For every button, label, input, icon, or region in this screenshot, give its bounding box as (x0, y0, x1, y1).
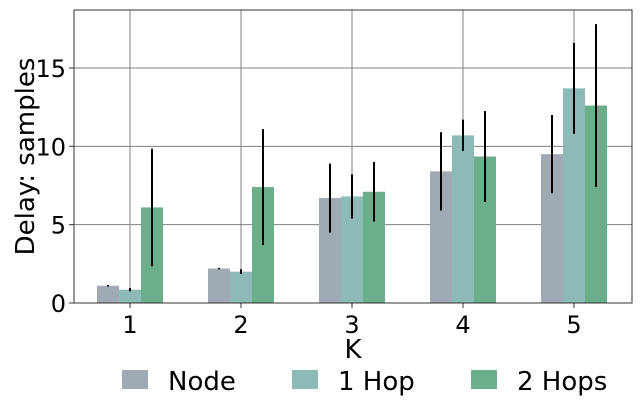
y-tick-label: 10 (35, 133, 66, 161)
bar (363, 191, 385, 303)
bar (97, 285, 119, 303)
bars (97, 88, 607, 303)
legend-swatch (471, 370, 497, 389)
legend: Node 1 Hop 2 Hops (122, 367, 607, 397)
plot-frame (73, 9, 633, 304)
error-bars (107, 24, 597, 292)
legend-label: 2 Hops (517, 367, 607, 397)
x-tick-label: 5 (566, 311, 581, 339)
y-axis-label: Delay: samples (11, 58, 41, 256)
bar (474, 156, 496, 303)
legend-label: 1 Hop (338, 367, 415, 397)
y-tick-label: 5 (51, 212, 66, 240)
bar (341, 196, 363, 303)
bar (541, 154, 563, 303)
y-tick-label: 15 (35, 55, 66, 83)
x-tick-label: 4 (455, 311, 470, 339)
bar (230, 271, 252, 303)
legend-swatch (292, 370, 318, 389)
y-tick-label: 0 (51, 290, 66, 318)
bar (452, 135, 474, 303)
x-tick-label: 2 (233, 311, 248, 339)
bar (319, 198, 341, 303)
x-tick-label: 1 (122, 311, 137, 339)
bar (585, 105, 607, 303)
bar (563, 88, 585, 303)
x-axis-label: K (344, 335, 362, 365)
bar (208, 268, 230, 303)
legend-label: Node (168, 367, 236, 397)
legend-swatch (122, 370, 148, 389)
x-tick-label: 3 (344, 311, 359, 339)
axis-ticks: 0 5 10 15 1 2 3 4 5 (35, 55, 581, 339)
bar (119, 289, 141, 303)
bar (430, 171, 452, 303)
